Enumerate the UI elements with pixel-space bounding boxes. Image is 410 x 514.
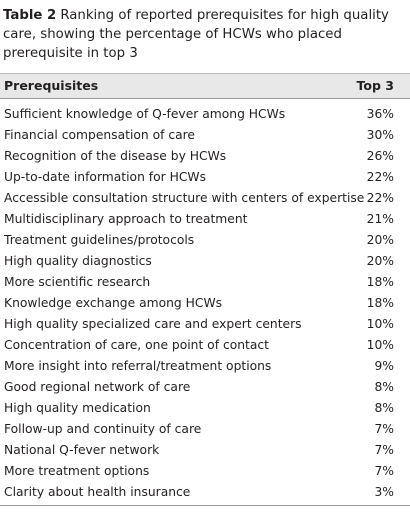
- table-row: High quality diagnostics 20%: [0, 251, 410, 272]
- table-row: Recognition of the disease by HCWs 26%: [0, 146, 410, 167]
- caption-text: Ranking of reported prerequisites for hi…: [3, 8, 389, 61]
- percent-cell: 7%: [374, 443, 394, 457]
- table-header: Prerequisites Top 3: [0, 73, 410, 99]
- prerequisite-cell: Clarity about health insurance: [4, 485, 191, 499]
- table-row: Treatment guidelines/protocols 20%: [0, 230, 410, 251]
- table-row: Clarity about health insurance 3%: [0, 482, 410, 503]
- table-row: More scientific research 18%: [0, 272, 410, 293]
- header-cell: Prerequisites: [4, 78, 99, 93]
- percent-cell: 7%: [374, 464, 394, 478]
- prerequisite-cell: High quality diagnostics: [4, 254, 152, 268]
- caption-label: Table 2: [3, 8, 57, 23]
- table-row: High quality specialized care and expert…: [0, 314, 410, 335]
- percent-cell: 36%: [366, 107, 394, 121]
- prerequisite-cell: High quality medication: [4, 401, 151, 415]
- prerequisite-cell: Recognition of the disease by HCWs: [4, 149, 227, 163]
- prerequisite-cell: Financial compensation of care: [4, 128, 195, 142]
- table-row: Multidisciplinary approach to treatment 2…: [0, 209, 410, 230]
- percent-cell: 22%: [366, 191, 394, 205]
- table-row: Financial compensation of care 30%: [0, 125, 410, 146]
- percent-cell: 9%: [374, 359, 394, 373]
- prerequisite-cell: Sufficient knowledge of Q-fever among HC…: [4, 107, 286, 121]
- table-row: Accessible consultation structure with c…: [0, 188, 410, 209]
- table-caption: Table 2 Ranking of reported prerequisites…: [3, 6, 403, 63]
- percent-cell: 22%: [366, 170, 394, 184]
- percent-cell: 8%: [374, 380, 394, 394]
- table-row: Concentration of care, one point of cont…: [0, 335, 410, 356]
- percent-cell: 3%: [374, 485, 394, 499]
- percent-cell: 10%: [366, 317, 394, 331]
- table-row: More treatment options 7%: [0, 461, 410, 482]
- prerequisite-cell: Follow-up and continuity of care: [4, 422, 202, 436]
- prerequisite-cell: Accessible consultation structure with c…: [4, 191, 365, 205]
- prerequisite-cell: Concentration of care, one point of cont…: [4, 338, 269, 352]
- header-cell: Top 3: [356, 78, 394, 93]
- table-row: Follow-up and continuity of care 7%: [0, 419, 410, 440]
- percent-cell: 26%: [366, 149, 394, 163]
- table-rule: [0, 505, 410, 506]
- table-row: Sufficient knowledge of Q-fever among HC…: [0, 104, 410, 125]
- table-row: High quality medication 8%: [0, 398, 410, 419]
- prerequisite-cell: More scientific research: [4, 275, 151, 289]
- percent-cell: 7%: [374, 422, 394, 436]
- prerequisite-cell: Knowledge exchange among HCWs: [4, 296, 223, 310]
- prerequisite-cell: Up-to-date information for HCWs: [4, 170, 206, 184]
- prerequisite-cell: More treatment options: [4, 464, 150, 478]
- percent-cell: 20%: [366, 233, 394, 247]
- percent-cell: 8%: [374, 401, 394, 415]
- percent-cell: 18%: [366, 275, 394, 289]
- percent-cell: 10%: [366, 338, 394, 352]
- percent-cell: 21%: [366, 212, 394, 226]
- prerequisite-cell: High quality specialized care and expert…: [4, 317, 302, 331]
- prerequisite-cell: Treatment guidelines/protocols: [4, 233, 195, 247]
- table-row: Good regional network of care 8%: [0, 377, 410, 398]
- percent-cell: 30%: [366, 128, 394, 142]
- prerequisite-cell: Multidisciplinary approach to treatment: [4, 212, 248, 226]
- prerequisite-cell: More insight into referral/treatment opt…: [4, 359, 272, 373]
- table-row: Up-to-date information for HCWs 22%: [0, 167, 410, 188]
- percent-cell: 18%: [366, 296, 394, 310]
- table-body: Sufficient knowledge of Q-fever among HC…: [0, 104, 410, 503]
- percent-cell: 20%: [366, 254, 394, 268]
- table-row: National Q-fever network 7%: [0, 440, 410, 461]
- table-row: More insight into referral/treatment opt…: [0, 356, 410, 377]
- prerequisite-cell: National Q-fever network: [4, 443, 160, 457]
- prerequisite-cell: Good regional network of care: [4, 380, 191, 394]
- table-row: Knowledge exchange among HCWs 18%: [0, 293, 410, 314]
